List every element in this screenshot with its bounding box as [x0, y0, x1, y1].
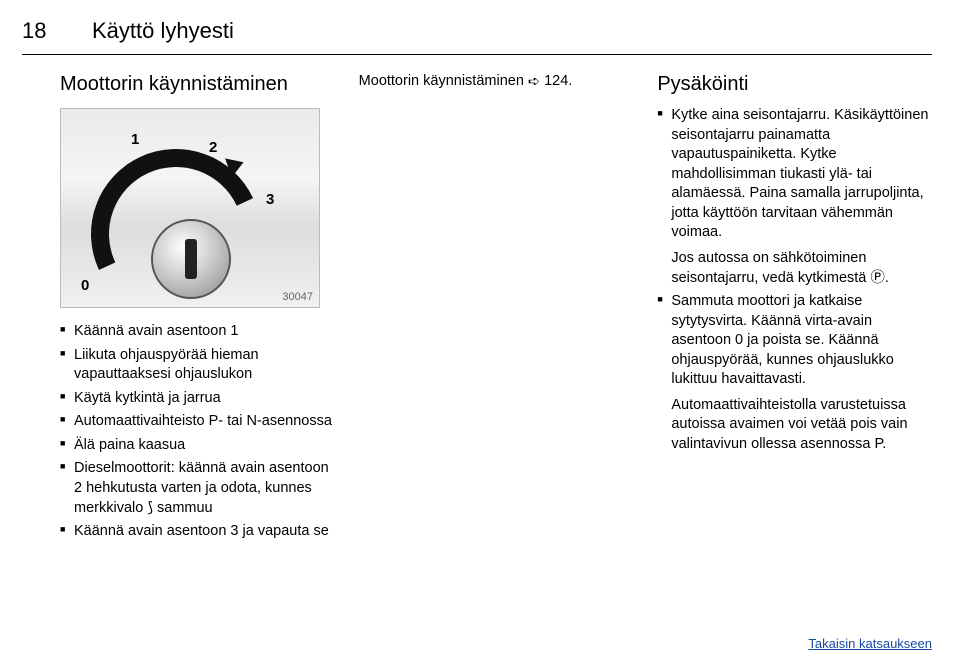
label-1: 1 — [131, 131, 139, 148]
list-item: Dieselmoottorit: käännä avain asentoon 2… — [60, 459, 335, 518]
page-title: Käyttö lyhyesti — [92, 18, 234, 44]
list-item: Käännä avain asentoon 3 ja vapauta se — [60, 522, 335, 542]
crossref-page: 124. — [540, 73, 572, 89]
list-item: Käännä avain asentoon 1 — [60, 322, 335, 342]
column-3: Pysäköinti Kytke aina seisontajarru. Käs… — [657, 73, 932, 546]
image-number: 30047 — [282, 291, 313, 303]
label-0: 0 — [81, 277, 89, 294]
col1-heading: Moottorin käynnistäminen — [60, 73, 335, 96]
header-rule — [22, 54, 932, 55]
item-main: Sammuta moottori ja katkaise sytytysvirt… — [671, 293, 893, 387]
list-item: Älä paina kaasua — [60, 436, 335, 456]
page-number: 18 — [22, 18, 46, 44]
reference-arrow-icon: ➪ — [528, 74, 540, 90]
col3-heading: Pysäköinti — [657, 73, 932, 96]
list-item: Liikuta ohjauspyörää hieman vapauttaakse… — [60, 346, 335, 385]
back-to-overview-link[interactable]: Takaisin katsaukseen — [808, 636, 932, 651]
key-slot — [185, 239, 197, 279]
label-3: 3 — [266, 191, 274, 208]
column-2: Moottorin käynnistäminen ➪ 124. — [359, 73, 634, 546]
ignition-illustration: 0 1 2 3 30047 — [60, 108, 320, 308]
list-item: Kytke aina seisontajarru. Käsikäyttöinen… — [657, 106, 932, 288]
item-main: Kytke aina seisontajarru. Käsikäyttöinen… — [671, 107, 928, 240]
item-sub: Automaattivaihteistolla varustetuissa au… — [671, 396, 932, 455]
list-item: Käytä kytkintä ja jarrua — [60, 389, 335, 409]
list-item: Automaattivaihteisto P- tai N-asennossa — [60, 412, 335, 432]
item-sub: Jos autossa on sähkötoiminen seisontajar… — [671, 249, 932, 288]
column-1: Moottorin käynnistäminen 0 1 2 3 30047 K… — [60, 73, 335, 546]
label-2: 2 — [209, 139, 217, 156]
col1-bullets: Käännä avain asentoon 1 Liikuta ohjauspy… — [60, 322, 335, 542]
list-item: Sammuta moottori ja katkaise sytytysvirt… — [657, 292, 932, 455]
col3-bullets: Kytke aina seisontajarru. Käsikäyttöinen… — [657, 106, 932, 455]
cross-reference: Moottorin käynnistäminen ➪ 124. — [359, 73, 634, 89]
crossref-text: Moottorin käynnistäminen — [359, 73, 528, 89]
